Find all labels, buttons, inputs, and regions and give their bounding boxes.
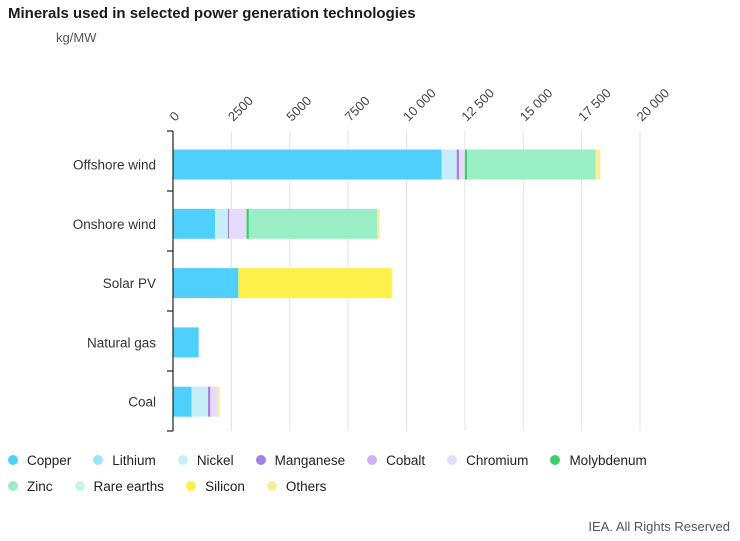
legend-item: Others — [266, 478, 327, 494]
legend: Copper Lithium Nickel Manganese Cobalt Chromi… — [8, 447, 733, 499]
bar-segment-others — [595, 149, 601, 180]
bar-segment-copper — [173, 327, 199, 358]
bar-chart: 0 2500 5000 7500 10 000 12 500 15 000 17 500 20 … — [73, 85, 673, 432]
legend-label: Nickel — [196, 452, 234, 468]
legend-label: Others — [285, 478, 327, 494]
legend-swatch — [93, 455, 104, 465]
unit-label: kg/MW — [56, 30, 97, 45]
legend-item: Nickel — [177, 452, 234, 468]
legend-swatch — [266, 481, 277, 491]
x-tick-label: 12 500 — [458, 85, 497, 124]
bar-segment-nickel — [215, 208, 228, 239]
category-label: Offshore wind — [73, 158, 156, 173]
legend-label: Copper — [27, 452, 72, 468]
legend-item: Manganese — [255, 452, 346, 468]
legend-label: Manganese — [274, 452, 346, 468]
legend-swatch — [177, 455, 188, 465]
legend-item: Silicon — [186, 479, 245, 494]
bar-segment-zinc — [248, 208, 378, 239]
legend-label: Silicon — [205, 478, 245, 494]
chart-title: Minerals used in selected power generati… — [8, 5, 416, 22]
category-label: Coal — [128, 395, 156, 410]
legend-swatch — [447, 455, 458, 465]
legend-row: Copper Lithium Nickel Manganese Cobalt Chromi… — [8, 447, 733, 473]
x-tick-label: 5000 — [283, 93, 314, 124]
bar-segment-copper — [173, 268, 239, 299]
category-label: Natural gas — [87, 335, 156, 350]
bar-segment-silicon — [238, 268, 392, 299]
x-tick-label: 7500 — [342, 93, 373, 124]
legend-item: Copper — [8, 453, 71, 468]
credit-text: IEA. All Rights Reserved — [588, 519, 730, 534]
bar-segment-others — [377, 208, 380, 239]
bar-segment-zinc — [467, 149, 596, 180]
x-tick-label: 2500 — [225, 93, 256, 124]
legend-label: Molybdenum — [569, 452, 647, 468]
category-label: Onshore wind — [73, 217, 156, 232]
bar-segment-chromium — [210, 386, 218, 417]
legend-swatch — [550, 455, 561, 465]
legend-label: Chromium — [466, 452, 529, 468]
legend-item: Molybdenum — [550, 452, 647, 468]
legend-label: Zinc — [27, 478, 53, 494]
bar-segment-manganese — [456, 149, 460, 180]
bar-segment-others — [217, 386, 220, 417]
bar-segment-manganese — [208, 386, 211, 417]
legend-swatch — [8, 481, 18, 491]
legend-swatch — [255, 455, 266, 465]
legend-row: Zinc Rare earths Silicon Others — [8, 473, 733, 499]
x-tick-label: 15 000 — [517, 85, 556, 124]
bar-segment-nickel — [441, 149, 457, 180]
bar-segment-others — [391, 268, 393, 299]
bar-segment-molybdenum — [246, 208, 249, 239]
legend-item: Chromium — [447, 453, 528, 468]
bar-segment-nickel — [191, 386, 209, 417]
legend-item: Cobalt — [367, 453, 425, 468]
legend-label: Lithium — [112, 452, 156, 468]
legend-label: Cobalt — [386, 452, 426, 468]
bar-segment-chromium — [229, 208, 247, 239]
legend-swatch — [367, 455, 378, 465]
bar-segment-copper — [173, 386, 192, 417]
legend-swatch — [186, 481, 197, 491]
bar-segment-copper — [173, 149, 442, 180]
legend-item: Rare earths — [74, 478, 165, 494]
legend-item: Zinc — [8, 479, 53, 494]
legend-swatch — [74, 481, 85, 491]
legend-label: Rare earths — [93, 478, 165, 494]
bar-segment-chromium — [459, 149, 465, 180]
x-tick-label: 17 500 — [575, 85, 614, 124]
legend-swatch — [8, 455, 18, 465]
legend-item: Lithium — [93, 453, 156, 468]
bar-segment-molybdenum — [464, 149, 468, 180]
x-tick-label: 10 000 — [400, 85, 439, 124]
x-tick-label: 20 000 — [634, 85, 673, 124]
bar-segment-copper — [173, 208, 216, 239]
x-tick-label: 0 — [167, 108, 183, 124]
category-label: Solar PV — [103, 276, 156, 291]
bar-segment-manganese — [227, 208, 230, 239]
